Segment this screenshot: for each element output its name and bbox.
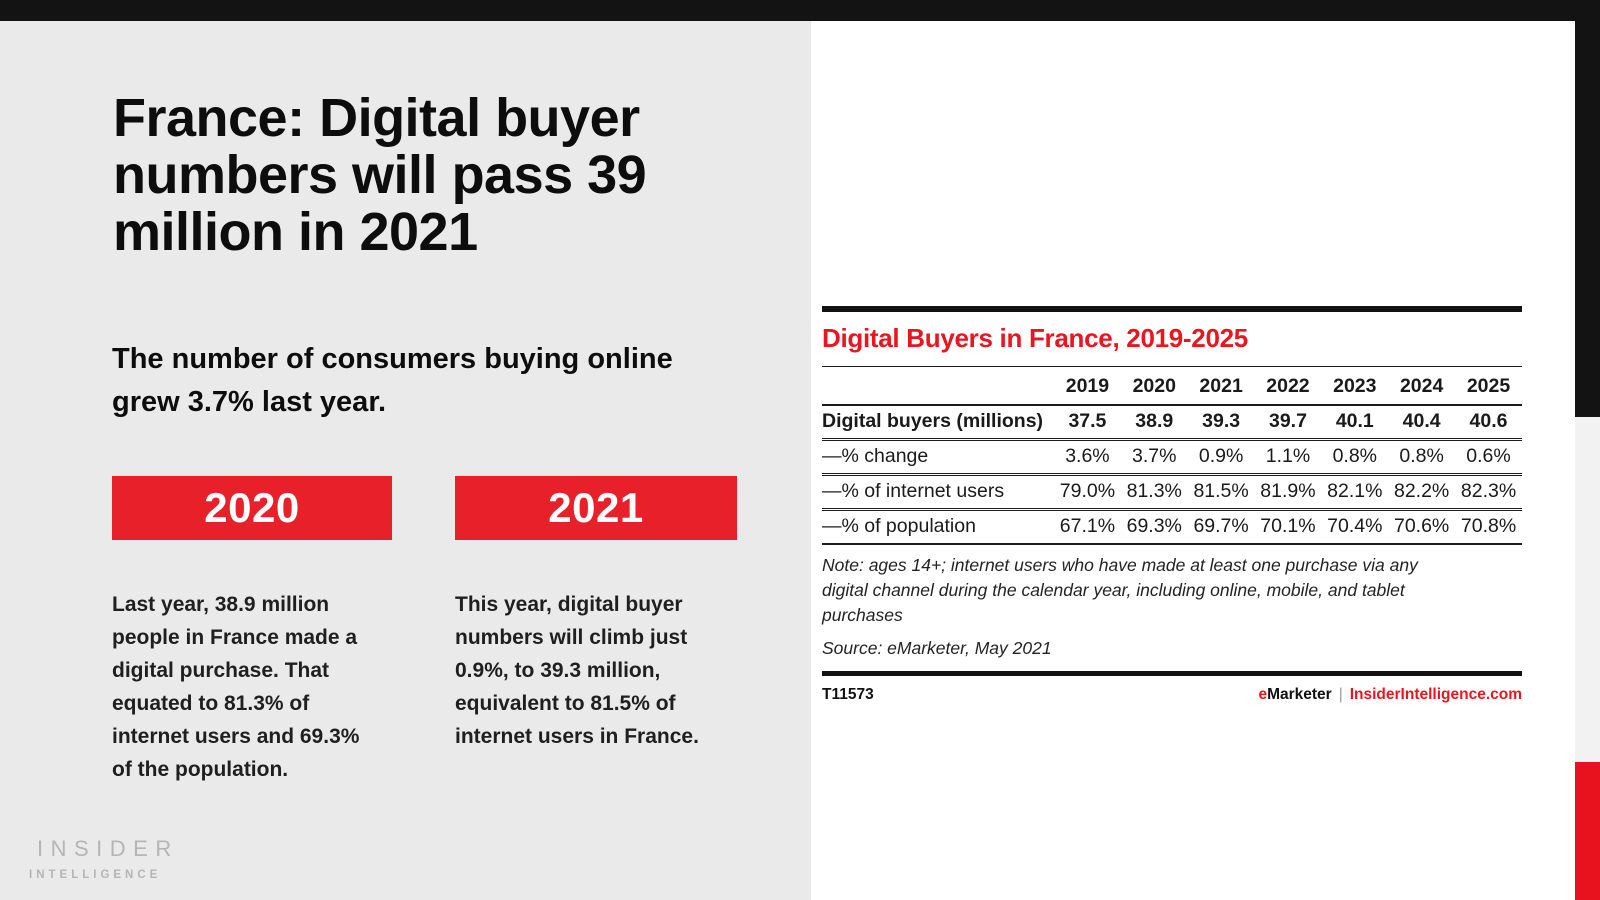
text-line: equivalent to 81.5% of — [455, 692, 676, 715]
highlight-2021: 2021 This year, digital buyer numbers wil… — [455, 476, 737, 753]
row-label-cell: Digital buyers (millions) — [822, 405, 1054, 441]
text-line: internet users in France. — [455, 725, 699, 748]
text-line: 0.9%, to 39.3 million, — [455, 659, 661, 682]
text-line: Note: ages 14+; internet users who have … — [822, 555, 1418, 575]
chart-footer: T11573 eMarketer | InsiderIntelligence.com — [822, 686, 1522, 704]
value-cell: 40.6 — [1455, 405, 1522, 441]
value-cell: 69.3% — [1120, 509, 1188, 545]
data-table: 2019 2020 2021 2022 2023 2024 2025 Digital buy… — [822, 367, 1522, 545]
table-header-row: 2019 2020 2021 2022 2023 2024 2025 — [822, 367, 1522, 406]
text-line: numbers will pass 39 — [113, 145, 647, 205]
text-line: This year, digital buyer — [455, 593, 683, 616]
text-line: numbers will climb just — [455, 626, 688, 649]
text-line: digital purchase. That — [112, 659, 330, 682]
table-row: —% change 3.6% 3.7% 0.9% 1.1% 0.8% 0.8% 0.6% — [822, 439, 1522, 476]
chart-source: Source: eMarketer, May 2021 — [822, 638, 1052, 658]
value-cell: 40.1 — [1321, 405, 1389, 441]
text-line: equated to 81.3% of — [112, 692, 310, 715]
year-badge-2020: 2020 — [112, 476, 392, 540]
table-row: Digital buyers (millions) 37.5 38.9 39.3 39.… — [822, 405, 1522, 441]
value-cell: 0.8% — [1388, 439, 1456, 476]
value-cell: 82.2% — [1388, 474, 1456, 511]
year-header-cell: 2021 — [1187, 367, 1255, 406]
highlight-2020-text: Last year, 38.9 million people in France … — [112, 588, 392, 786]
table-body: Digital buyers (millions) 37.5 38.9 39.3 39.… — [822, 405, 1522, 545]
logo-line-intelligence: INTELLIGENCE — [29, 869, 162, 881]
right-edge-red-strip — [1575, 762, 1600, 900]
row-label-cell: —% change — [822, 439, 1054, 476]
table-row: —% of population 67.1% 69.3% 69.7% 70.1% 70.4… — [822, 509, 1522, 545]
value-cell: 81.9% — [1254, 474, 1322, 511]
right-edge-black-strip — [1575, 0, 1600, 417]
value-cell: 37.5 — [1054, 405, 1121, 441]
page-title: France: Digital buyer numbers will pass 3… — [113, 90, 693, 261]
highlight-2021-text: This year, digital buyer numbers will cli… — [455, 588, 737, 753]
value-cell: 0.9% — [1187, 439, 1255, 476]
text-line: digital channel during the calendar year… — [822, 580, 1405, 600]
year-header-cell: 2019 — [1054, 367, 1121, 406]
text-line: million in 2021 — [113, 202, 478, 262]
footer-separator: | — [1338, 686, 1343, 703]
left-gray-panel — [0, 21, 811, 900]
text-line: France: Digital buyer — [113, 88, 640, 148]
year-header-cell: 2024 — [1388, 367, 1456, 406]
value-cell: 0.8% — [1321, 439, 1389, 476]
chart-id: T11573 — [822, 686, 874, 703]
logo-line-insider: INSIDER — [37, 836, 179, 861]
value-cell: 39.7 — [1254, 405, 1322, 441]
insider-intelligence-logo: INSIDER INTELLIGENCE — [29, 836, 179, 881]
text-line: grew 3.7% last year. — [112, 386, 387, 418]
text-line: The number of consumers buying online — [112, 343, 673, 375]
value-cell: 82.3% — [1455, 474, 1522, 511]
value-cell: 70.8% — [1455, 509, 1522, 545]
value-cell: 67.1% — [1054, 509, 1121, 545]
value-cell: 81.5% — [1187, 474, 1255, 511]
emarketer-wordmark: eMarketer — [1258, 686, 1332, 703]
value-cell: 3.7% — [1120, 439, 1188, 476]
text-line: Last year, 38.9 million — [112, 593, 330, 616]
text-line: people in France made a — [112, 626, 358, 649]
value-cell: 40.4 — [1388, 405, 1456, 441]
chart-bottom-rule — [822, 671, 1522, 676]
year-header-cell: 2022 — [1254, 367, 1322, 406]
text-line: of the population. — [112, 758, 289, 781]
value-cell: 0.6% — [1455, 439, 1522, 476]
brand-footer: eMarketer | InsiderIntelligence.com — [1258, 686, 1522, 704]
year-header-cell: 2023 — [1321, 367, 1389, 406]
text-line: purchases — [822, 605, 903, 625]
value-cell: 79.0% — [1054, 474, 1121, 511]
top-black-bar — [0, 0, 1600, 21]
slide-subtitle: The number of consumers buying online gre… — [112, 338, 732, 424]
value-cell: 69.7% — [1187, 509, 1255, 545]
table-corner-cell — [822, 367, 1054, 406]
highlight-2020: 2020 Last year, 38.9 million people in Fr… — [112, 476, 392, 786]
year-header-cell: 2020 — [1120, 367, 1188, 406]
chart-top-rule — [822, 306, 1522, 312]
value-cell: 38.9 — [1120, 405, 1188, 441]
value-cell: 3.6% — [1054, 439, 1121, 476]
chart-title: Digital Buyers in France, 2019-2025 — [822, 312, 1522, 367]
row-label-cell: —% of internet users — [822, 474, 1054, 511]
value-cell: 1.1% — [1254, 439, 1322, 476]
right-edge-gray-strip — [1575, 417, 1600, 762]
insider-intelligence-link[interactable]: InsiderIntelligence.com — [1349, 686, 1522, 703]
value-cell: 39.3 — [1187, 405, 1255, 441]
value-cell: 70.6% — [1388, 509, 1456, 545]
value-cell: 70.4% — [1321, 509, 1389, 545]
value-cell: 81.3% — [1120, 474, 1188, 511]
table-chart: Digital Buyers in France, 2019-2025 2019… — [822, 306, 1522, 704]
chart-note: Note: ages 14+; internet users who have … — [822, 553, 1522, 628]
table-row: —% of internet users 79.0% 81.3% 81.5% 81.9%… — [822, 474, 1522, 511]
year-header-cell: 2025 — [1455, 367, 1522, 406]
text-line: internet users and 69.3% — [112, 725, 360, 748]
row-label-cell: —% of population — [822, 509, 1054, 545]
value-cell: 70.1% — [1254, 509, 1322, 545]
value-cell: 82.1% — [1321, 474, 1389, 511]
year-badge-2021: 2021 — [455, 476, 737, 540]
